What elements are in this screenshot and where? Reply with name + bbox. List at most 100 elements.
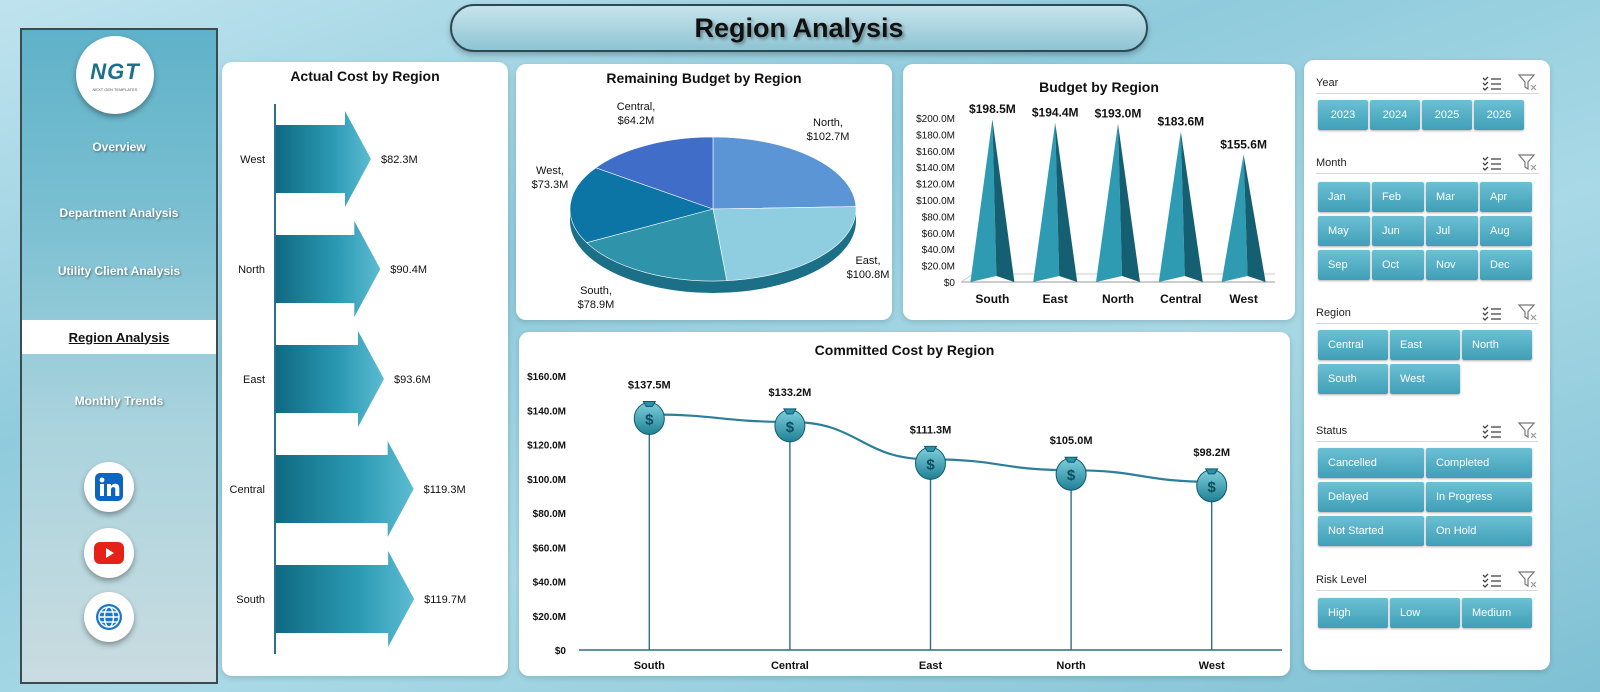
multi-select-icon[interactable] (1482, 572, 1502, 588)
slicer-option-region-east[interactable]: East (1390, 330, 1460, 360)
slicer-option-status-not-started[interactable]: Not Started (1318, 516, 1424, 546)
pie-category-label: West, (536, 165, 564, 177)
nav-monthly-trends[interactable]: Monthly Trends (74, 394, 164, 408)
committed-y-tick: $160.0M (527, 372, 566, 383)
pie-value-label: $64.2M (618, 115, 655, 127)
slicer-option-status-in-progress[interactable]: In Progress (1426, 482, 1532, 512)
slicer-option-month-may[interactable]: May (1318, 216, 1370, 246)
budget-cone-face (1221, 154, 1248, 282)
slicer-option-month-oct[interactable]: Oct (1372, 250, 1424, 280)
linkedin-button[interactable] (84, 462, 134, 512)
budget-value-label: $155.6M (1220, 137, 1267, 151)
sidebar: NGT NEXT GEN TEMPLATES Overview Departme… (20, 28, 218, 684)
slicer-option-year-2024[interactable]: 2024 (1370, 100, 1420, 130)
actual-cost-bar (276, 331, 384, 427)
slicer-option-year-2026[interactable]: 2026 (1474, 100, 1524, 130)
linkedin-icon (95, 473, 123, 501)
slicer-option-risk-low[interactable]: Low (1390, 598, 1460, 628)
slicer-label-risk: Risk Level (1316, 573, 1367, 586)
slicer-label-status: Status (1316, 424, 1348, 437)
slicer-option-region-central[interactable]: Central (1318, 330, 1388, 360)
slicer-option-month-apr[interactable]: Apr (1480, 182, 1532, 212)
committed-y-tick: $0 (555, 646, 567, 657)
budget-cone-side (1118, 123, 1140, 282)
clear-filter-icon[interactable] (1518, 303, 1538, 322)
slicer-option-risk-high[interactable]: High (1318, 598, 1388, 628)
slicer-option-month-mar[interactable]: Mar (1426, 182, 1478, 212)
slicer-option-month-dec[interactable]: Dec (1480, 250, 1532, 280)
budget-title: Budget by Region (1039, 79, 1159, 95)
clear-filter-icon[interactable] (1518, 153, 1538, 172)
slicer-option-region-west[interactable]: West (1390, 364, 1460, 394)
pie-category-label: North, (813, 117, 843, 129)
committed-category-label: South (634, 660, 665, 672)
actual-cost-bar (276, 111, 371, 207)
company-logo[interactable]: NGT NEXT GEN TEMPLATES (76, 36, 154, 114)
slicer-option-month-sep[interactable]: Sep (1318, 250, 1370, 280)
clear-filter-icon[interactable] (1518, 421, 1538, 440)
committed-y-tick: $140.0M (527, 406, 566, 417)
actual-cost-category-label: East (243, 374, 265, 386)
nav-region-analysis[interactable]: Region Analysis (22, 320, 216, 354)
globe-icon (96, 604, 122, 630)
youtube-button[interactable] (84, 528, 134, 578)
budget-value-label: $183.6M (1157, 114, 1204, 128)
pie-slice (569, 167, 715, 244)
actual-cost-category-label: Central (230, 484, 265, 496)
slicer-option-year-2023[interactable]: 2023 (1318, 100, 1368, 130)
budget-value-label: $198.5M (969, 102, 1016, 116)
filter-panel: Year 2023 2024 2025 2026 Month Jan Feb M (1304, 60, 1550, 670)
nav-department-analysis[interactable]: Department Analysis (59, 206, 179, 220)
committed-y-tick: $100.0M (527, 475, 566, 486)
budget-y-tick: $160.0M (916, 147, 955, 158)
slicer-option-region-north[interactable]: North (1462, 330, 1532, 360)
multi-select-icon[interactable] (1482, 75, 1502, 91)
slicer-option-year-2025[interactable]: 2025 (1422, 100, 1472, 130)
committed-y-tick: $20.0M (533, 612, 566, 623)
money-bag-dollar: $ (926, 456, 935, 473)
budget-cone-face (1158, 131, 1185, 282)
money-bag-neck (1064, 456, 1078, 463)
committed-cost-panel: Committed Cost by Region $0 $20.0M $40.0M $… (519, 332, 1290, 676)
budget-cone-side (992, 119, 1015, 282)
actual-cost-bar (276, 221, 381, 317)
slicer-option-risk-medium[interactable]: Medium (1462, 598, 1532, 628)
budget-panel: Budget by Region $0 $20.0M $40.0M $60.0M $80… (903, 64, 1295, 320)
actual-cost-value-label: $90.4M (390, 264, 427, 276)
budget-cone-face (1033, 122, 1060, 282)
slicer-header-year: Year (1316, 72, 1538, 94)
clear-filter-icon[interactable] (1518, 73, 1538, 92)
money-bag-dollar: $ (1208, 479, 1217, 496)
multi-select-icon[interactable] (1482, 305, 1502, 321)
slicer-option-month-jul[interactable]: Jul (1426, 216, 1478, 246)
slicer-option-region-south[interactable]: South (1318, 364, 1388, 394)
money-bag-icon: $ (1196, 468, 1228, 503)
actual-cost-panel: Actual Cost by Region West $82.3M North $90… (222, 62, 508, 676)
pie-slice (586, 208, 728, 282)
slicer-option-status-delayed[interactable]: Delayed (1318, 482, 1424, 512)
multi-select-icon[interactable] (1482, 423, 1502, 439)
slicer-option-month-feb[interactable]: Feb (1372, 182, 1424, 212)
slicer-option-month-aug[interactable]: Aug (1480, 216, 1532, 246)
actual-cost-chart: West $82.3M North $90.4M East $93.6M Central $1… (230, 104, 466, 654)
remaining-budget-panel: Remaining Budget by Region North, $102.7M… (516, 64, 892, 320)
actual-cost-category-label: West (240, 154, 265, 166)
slicer-option-month-jan[interactable]: Jan (1318, 182, 1370, 212)
actual-cost-category-label: North (238, 264, 265, 276)
slicer-option-month-jun[interactable]: Jun (1372, 216, 1424, 246)
slicer-option-status-cancelled[interactable]: Cancelled (1318, 448, 1424, 478)
nav-utility-client-analysis[interactable]: Utility Client Analysis (57, 264, 181, 278)
budget-value-label: $193.0M (1095, 107, 1142, 121)
money-bag-neck (923, 445, 938, 452)
slicer-option-month-nov[interactable]: Nov (1426, 250, 1478, 280)
multi-select-icon[interactable] (1482, 155, 1502, 171)
slicer-option-status-on-hold[interactable]: On Hold (1426, 516, 1532, 546)
budget-y-tick: $0 (944, 278, 956, 289)
nav-overview[interactable]: Overview (92, 140, 146, 154)
website-button[interactable] (84, 592, 134, 642)
budget-y-tick: $60.0M (922, 229, 955, 240)
budget-chart: $0 $20.0M $40.0M $60.0M $80.0M $100.0M $120.0M… (916, 102, 1275, 306)
slicer-option-status-completed[interactable]: Completed (1426, 448, 1532, 478)
budget-y-tick: $20.0M (922, 262, 955, 273)
clear-filter-icon[interactable] (1518, 570, 1538, 589)
